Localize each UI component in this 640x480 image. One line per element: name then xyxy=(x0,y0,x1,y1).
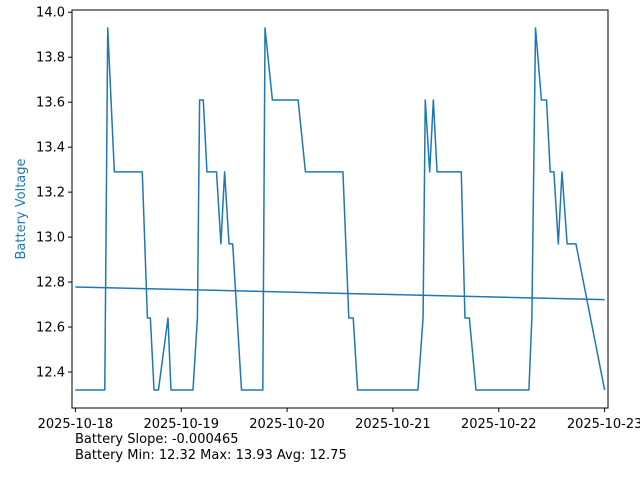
y-tick-label: 12.4 xyxy=(36,366,65,381)
y-axis-label: Battery Voltage xyxy=(14,158,29,259)
y-tick-label: 12.6 xyxy=(36,321,65,336)
x-tick-label: 2025-10-19 xyxy=(143,417,219,432)
x-tick-label: 2025-10-23 xyxy=(567,417,640,432)
battery-slope-text: Battery Slope: -0.000465 xyxy=(75,432,239,447)
plot-lines xyxy=(75,27,606,391)
y-tick-label: 13.8 xyxy=(36,51,65,66)
y-tick-label: 13.4 xyxy=(36,141,65,156)
x-tick-label: 2025-10-21 xyxy=(355,417,431,432)
y-tick-label: 14.0 xyxy=(36,6,65,21)
x-tick-label: 2025-10-22 xyxy=(461,417,537,432)
stats-panel: Battery Slope: -0.000465 Battery Min: 12… xyxy=(75,432,347,464)
plot-frame xyxy=(71,9,609,409)
y-tick-label: 13.6 xyxy=(36,96,65,111)
y-tick-label: 13.2 xyxy=(36,186,65,201)
battery-voltage-line xyxy=(75,27,606,391)
y-tick-label: 12.8 xyxy=(36,276,65,291)
trend-line xyxy=(75,286,605,301)
x-tick-label: 2025-10-20 xyxy=(249,417,325,432)
y-tick-label: 13.0 xyxy=(36,231,65,246)
x-axis: 2025-10-18 2025-10-19 2025-10-20 2025-10-21… xyxy=(38,408,640,432)
y-axis: 12.4 12.6 12.8 13.0 13.2 13.4 13.6 13.8 14.0 xyxy=(36,6,72,381)
battery-min-max-avg-text: Battery Min: 12.32 Max: 13.93 Avg: 12.75 xyxy=(75,448,347,463)
x-tick-label: 2025-10-18 xyxy=(38,417,114,432)
